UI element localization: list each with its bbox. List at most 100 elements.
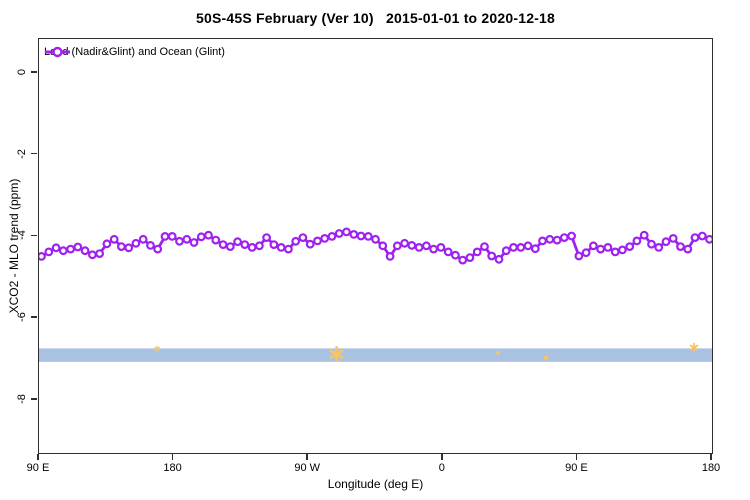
series-point: [51, 243, 61, 253]
series-point: [625, 242, 635, 252]
series-point: [458, 255, 468, 265]
series-point: [204, 230, 213, 240]
series-point: [581, 248, 591, 258]
series-point: [196, 232, 206, 242]
series-point: [247, 242, 257, 252]
series-point: [676, 242, 685, 252]
series-point: [472, 247, 482, 257]
series-point: [327, 231, 337, 241]
series-point: [618, 245, 627, 255]
x-axis-tick: [710, 453, 712, 460]
highlight-band: [39, 348, 712, 362]
series-point: [661, 237, 671, 247]
series-point: [654, 242, 664, 252]
series-point: [276, 242, 286, 252]
y-axis-tick: [30, 398, 37, 400]
x-tick-label: 90 E: [565, 462, 588, 474]
series-point: [545, 234, 555, 244]
series-point: [334, 229, 344, 238]
series-point: [480, 242, 489, 252]
x-tick-label: 90 W: [294, 462, 321, 474]
series-point: [153, 244, 163, 254]
series-point: [429, 244, 439, 254]
series-point: [109, 234, 119, 244]
y-axis-tick: [30, 152, 37, 155]
band-asterisk-marker: [496, 350, 501, 356]
series-point: [697, 231, 707, 241]
series-point: [298, 233, 308, 243]
series-point: [138, 234, 148, 244]
series-point: [501, 246, 511, 256]
legend-series-marker-icon: [45, 46, 70, 58]
series-point: [262, 233, 272, 243]
series-point: [240, 240, 250, 250]
series-point: [422, 241, 431, 251]
series-point: [610, 247, 620, 257]
series-point: [400, 238, 410, 248]
series-point: [668, 233, 678, 243]
series-point: [175, 236, 184, 246]
series-point: [523, 241, 533, 251]
series-point: [80, 246, 90, 256]
series-point: [102, 239, 112, 249]
series-point: [189, 238, 199, 247]
series-point: [283, 244, 293, 254]
series-point: [574, 251, 584, 261]
series-point: [647, 239, 656, 249]
band-asterisk-marker: [329, 346, 344, 363]
plot-area: Land (Nadir&Glint) and Ocean (Glint): [38, 38, 713, 454]
series-point: [225, 242, 235, 252]
series-point: [291, 236, 301, 246]
y-axis-tick: [30, 234, 37, 237]
series-point: [559, 233, 569, 243]
series-point: [313, 236, 322, 246]
series-point: [371, 234, 380, 244]
series-point: [66, 244, 76, 254]
series-point: [494, 254, 504, 264]
series-point: [218, 240, 228, 250]
x-axis-title: Longitude (deg E): [327, 477, 424, 491]
series-point: [603, 242, 613, 252]
series-point: [407, 240, 417, 250]
x-tick-label: 180: [163, 462, 182, 474]
series-point: [305, 239, 315, 249]
y-axis-title: XCO2 - MLO trend (ppm): [7, 178, 21, 314]
band-asterisk-marker: [543, 355, 549, 361]
series-point: [269, 240, 279, 250]
series-point: [683, 244, 693, 254]
series-point: [58, 246, 68, 256]
series-point: [516, 242, 526, 252]
series-point: [552, 235, 562, 245]
y-tick-label: -8: [16, 393, 28, 404]
series-point: [349, 229, 359, 239]
chart-title: 50S-45S February (Ver 10) 2015-01-01 to …: [195, 10, 556, 26]
series-point: [509, 242, 518, 252]
series-point: [124, 243, 134, 253]
band-asterisk-marker: [689, 342, 699, 353]
series-point: [356, 231, 366, 241]
series-point: [182, 234, 192, 244]
y-tick-label: 0: [16, 68, 28, 75]
series-point: [342, 227, 351, 237]
series-point: [567, 231, 576, 241]
series-point: [639, 230, 649, 240]
x-tick-label: 180: [701, 462, 721, 474]
series-point: [146, 240, 155, 250]
y-axis-tick: [30, 316, 37, 318]
series-point: [73, 242, 83, 252]
y-tick-label: -2: [16, 148, 28, 159]
legend-label: Land (Nadir&Glint) and Ocean (Glint): [44, 46, 225, 58]
series-point: [589, 241, 598, 251]
x-axis-tick: [37, 453, 39, 460]
series-point: [39, 252, 46, 261]
x-axis-tick: [171, 453, 174, 460]
series-point: [465, 253, 475, 263]
series-point: [705, 234, 712, 244]
series-point: [131, 238, 141, 248]
x-tick-label: 0: [438, 462, 445, 474]
series-point: [211, 235, 221, 245]
series-point: [363, 231, 373, 241]
series-point: [233, 237, 243, 247]
series-point: [167, 231, 177, 241]
